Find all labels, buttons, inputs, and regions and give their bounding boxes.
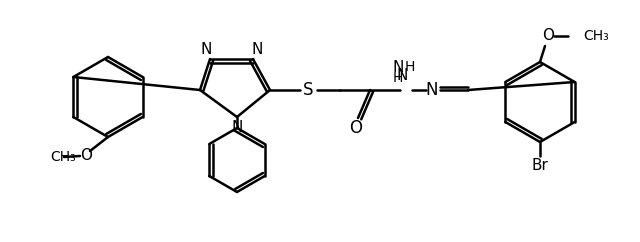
Text: N: N [200, 41, 212, 56]
Text: O: O [349, 119, 362, 137]
Text: CH₃: CH₃ [583, 29, 609, 43]
Text: H: H [405, 60, 415, 74]
Text: O: O [80, 148, 92, 162]
Text: S: S [303, 81, 313, 99]
Text: O: O [542, 29, 554, 44]
Text: N: N [231, 120, 243, 135]
Text: Br: Br [532, 159, 548, 174]
Text: H: H [393, 71, 403, 85]
Text: N: N [426, 81, 438, 99]
Text: N: N [396, 68, 408, 83]
Text: CH₃: CH₃ [50, 150, 76, 164]
Text: N: N [252, 41, 262, 56]
Text: N: N [392, 60, 404, 76]
